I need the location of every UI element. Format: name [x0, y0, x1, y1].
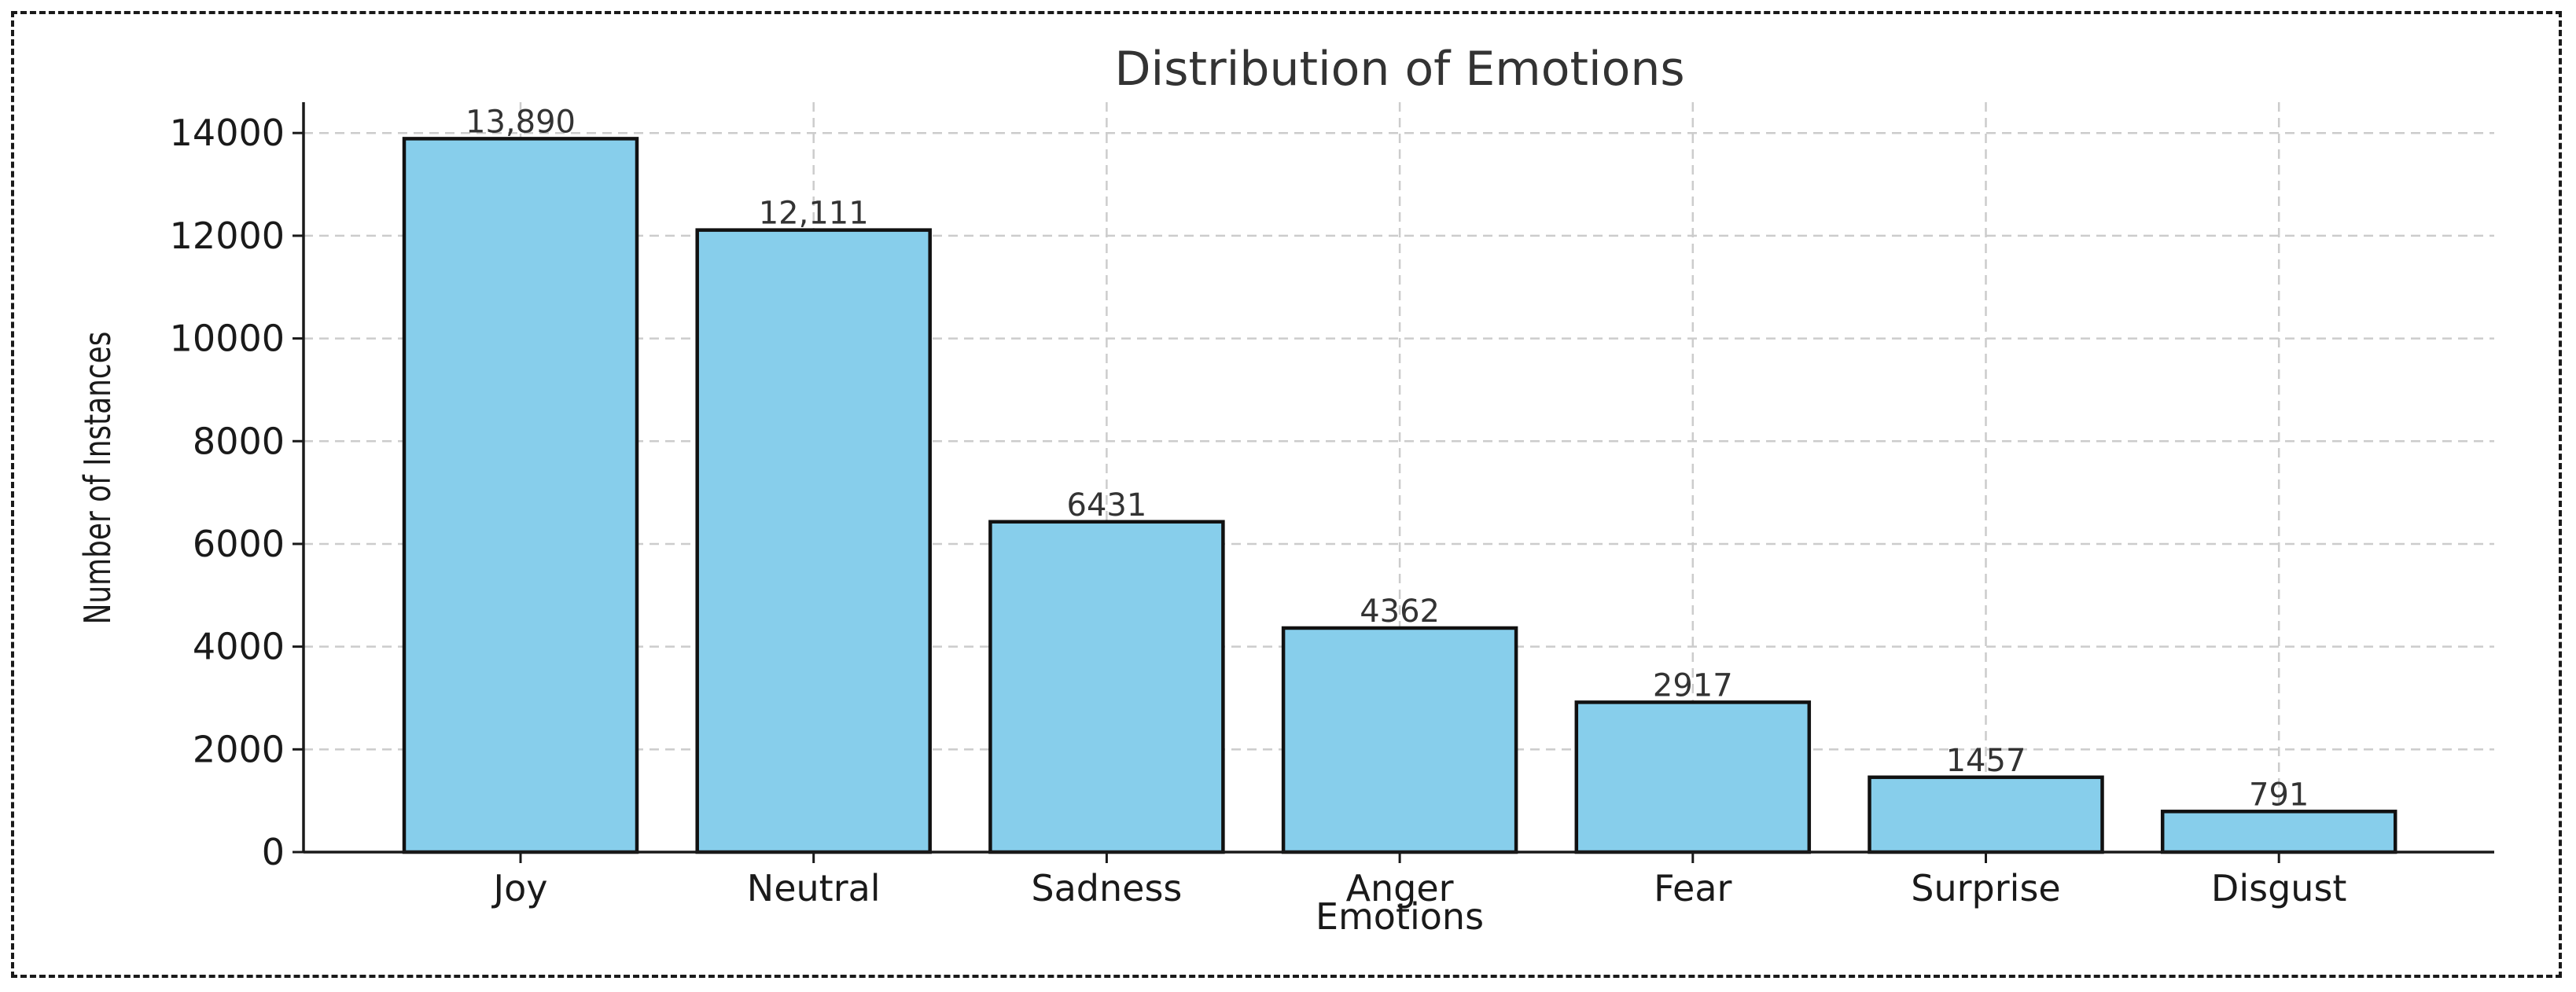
bars-layer [402, 137, 2398, 854]
y-tick-label: 14000 [170, 112, 285, 154]
chart-title: Distribution of Emotions [1114, 42, 1684, 97]
x-tick-label: Disgust [2211, 867, 2347, 909]
y-tick-label: 6000 [193, 523, 285, 565]
data-label: 6431 [1067, 487, 1147, 524]
bar-anger [1281, 626, 1518, 854]
y-tick-label: 8000 [193, 420, 285, 462]
x-tick-label: Fear [1654, 867, 1731, 909]
axes-layer [293, 102, 2494, 863]
bar-sadness [988, 520, 1225, 854]
bar-disgust [2160, 810, 2398, 854]
bar-neutral [695, 228, 932, 854]
x-tick-label: Surprise [1911, 867, 2060, 909]
y-tick-label: 12000 [170, 215, 285, 257]
y-tick-label: 0 [262, 831, 285, 873]
x-tick-label: Neutral [747, 867, 881, 909]
data-label: 12,111 [759, 196, 869, 232]
y-tick-label: 4000 [193, 626, 285, 668]
labels-layer: 0 2000 4000 6000 8000 10000 12000 14000 13,890 Jo… [170, 104, 2347, 909]
grid-layer [304, 102, 2494, 852]
data-label: 13,890 [466, 104, 576, 140]
y-tick-label: 2000 [193, 728, 285, 770]
y-tick-label: 10000 [170, 318, 285, 360]
bar-joy [402, 137, 639, 854]
bar-fear [1574, 700, 1812, 854]
x-axis-label: Emotions [1316, 895, 1484, 938]
y-axis-label: Number of Instances [77, 332, 120, 625]
bar-surprise [1868, 775, 2104, 854]
data-label: 2917 [1653, 667, 1733, 704]
x-tick-label: Sadness [1031, 867, 1182, 909]
chart-frame [11, 11, 2562, 978]
data-label: 4362 [1360, 593, 1440, 630]
x-tick-label: Anger [1346, 867, 1454, 909]
data-label: 791 [2249, 777, 2309, 813]
data-label: 1457 [1946, 743, 2026, 779]
x-tick-label: Joy [491, 867, 548, 909]
